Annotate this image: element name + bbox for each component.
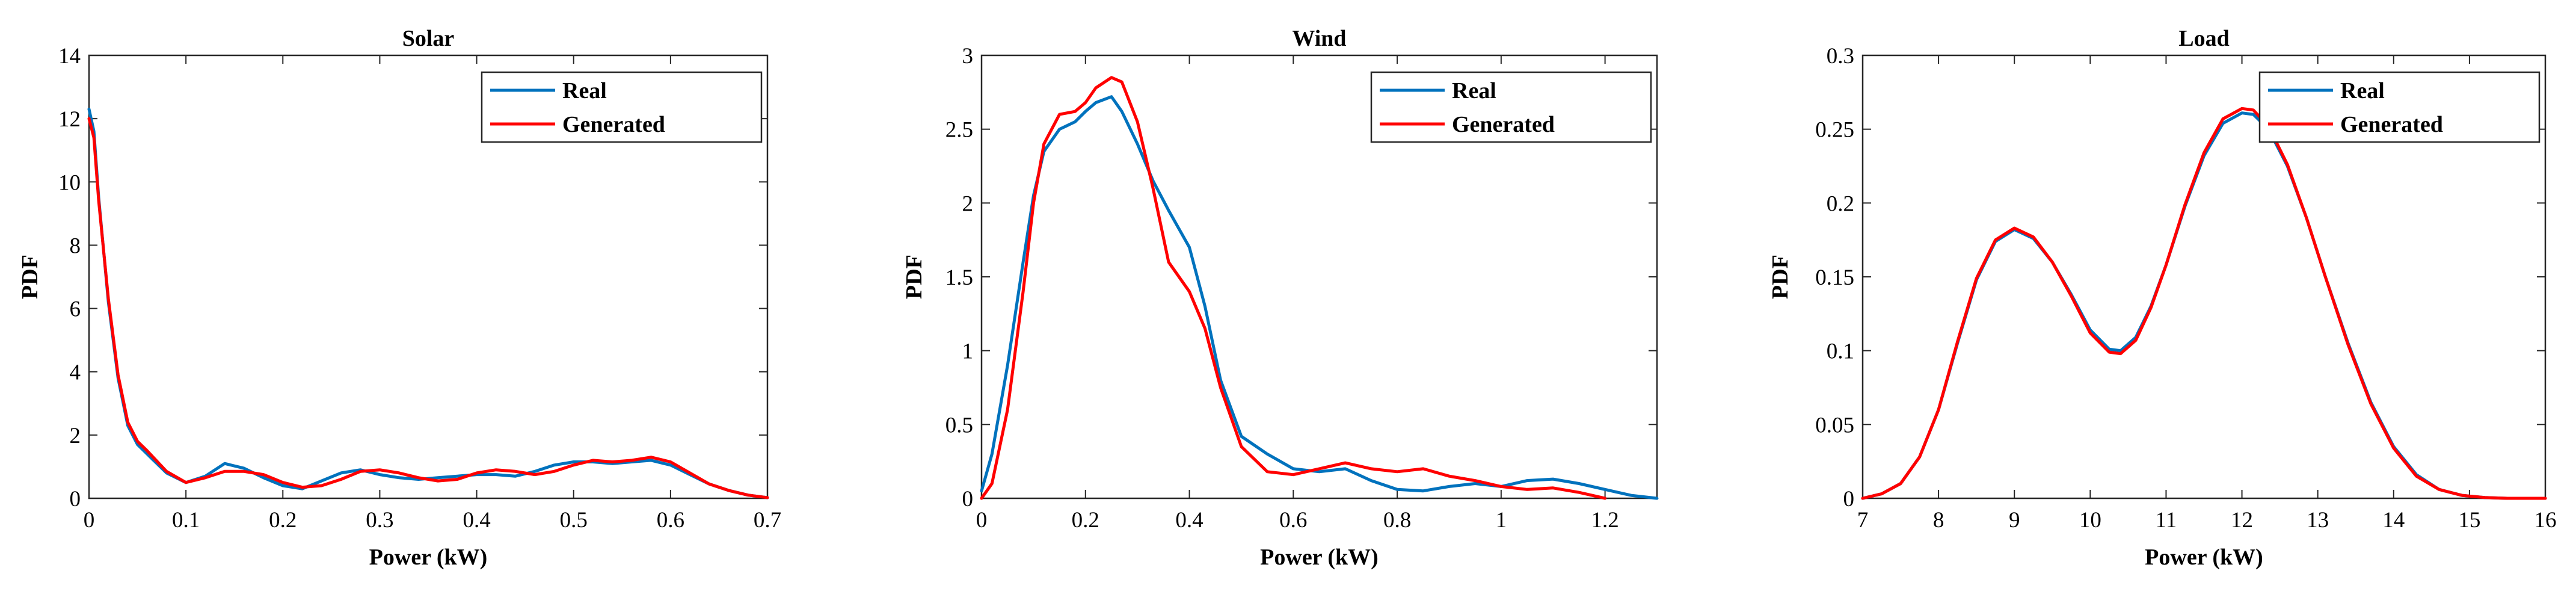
y-tick-label: 2 xyxy=(70,424,81,448)
y-tick-label: 0.2 xyxy=(1827,191,1854,216)
y-tick-label: 0.05 xyxy=(1815,413,1854,438)
x-tick-label: 0.4 xyxy=(463,508,490,533)
y-tick-label: 2 xyxy=(962,191,974,216)
x-tick-label: 15 xyxy=(2458,508,2480,533)
y-tick-label: 10 xyxy=(58,170,81,195)
x-tick-label: 1.2 xyxy=(1591,508,1618,533)
chart-panel-load: Load 7 8 9 10 11 12 13 14 15 16 0 0.05 0.1 0.15 0.2 0.25… xyxy=(1768,26,2557,570)
x-tick-label: 0.3 xyxy=(366,508,393,533)
chart-panel-solar: Solar 0 0.1 0.2 0.3 0.4 0.5 0.6 0.7 0 2 4 6 8 10 12 14 Po… xyxy=(17,26,781,570)
x-tick-label: 14 xyxy=(2382,508,2405,533)
x-tick-label: 7 xyxy=(1857,508,1869,533)
x-tick-label: 9 xyxy=(2009,508,2020,533)
legend-label-real: Real xyxy=(1452,78,1496,104)
y-tick-label: 1 xyxy=(962,339,974,364)
y-tick-label: 4 xyxy=(70,360,81,385)
x-tick-label: 16 xyxy=(2535,508,2557,533)
legend-box xyxy=(1370,71,1652,143)
x-tick-label: 0.7 xyxy=(754,508,781,533)
x-axis-label: Power (kW) xyxy=(1260,545,1379,570)
legend-label-real: Real xyxy=(2340,78,2385,104)
x-tick-label: 0.2 xyxy=(269,508,297,533)
x-tick-label: 0.1 xyxy=(172,508,200,533)
legend: Real Generated xyxy=(2258,71,2541,143)
series-line-generated xyxy=(1861,107,2547,500)
y-tick-label: 0.3 xyxy=(1827,44,1854,69)
chart-title: Solar xyxy=(402,26,455,51)
y-tick-label: 3 xyxy=(962,44,974,69)
x-tick-label: 0 xyxy=(976,508,988,533)
legend-label-generated: Generated xyxy=(2340,112,2443,137)
y-tick-label: 0 xyxy=(70,487,81,512)
x-tick-label: 12 xyxy=(2231,508,2253,533)
y-tick-label: 0.25 xyxy=(1815,118,1854,143)
legend: Real Generated xyxy=(1370,71,1652,143)
y-tick-label: 14 xyxy=(58,44,81,69)
y-tick-label: 6 xyxy=(70,297,81,322)
x-tick-label: 1 xyxy=(1496,508,1507,533)
x-tick-label: 0.5 xyxy=(560,508,588,533)
legend-box xyxy=(481,71,763,143)
x-tick-label: 0.4 xyxy=(1175,508,1203,533)
x-tick-label: 13 xyxy=(2307,508,2329,533)
chart-panel-wind: Wind 0 0.2 0.4 0.6 0.8 1 1.2 0 0.5 1 1.5 2 2.5 3 Power … xyxy=(902,26,1659,570)
series-line-real xyxy=(980,95,1659,500)
y-tick-label: 12 xyxy=(58,107,81,132)
series-line-generated xyxy=(87,117,769,500)
legend-label-real: Real xyxy=(562,78,607,104)
x-tick-label: 0.2 xyxy=(1072,508,1099,533)
y-tick-label: 0.5 xyxy=(945,413,973,438)
legend-label-generated: Generated xyxy=(1452,112,1555,137)
x-tick-label: 10 xyxy=(2079,508,2101,533)
x-tick-label: 0.6 xyxy=(657,508,684,533)
x-tick-label: 0.6 xyxy=(1279,508,1307,533)
x-tick-label: 11 xyxy=(2156,508,2177,533)
y-axis-label: PDF xyxy=(17,255,43,299)
y-tick-label: 8 xyxy=(70,234,81,258)
series-line-generated xyxy=(980,76,1607,500)
x-tick-label: 8 xyxy=(1933,508,1944,533)
y-tick-label: 0.1 xyxy=(1827,339,1854,364)
y-tick-label: 0 xyxy=(962,487,974,512)
y-tick-label: 1.5 xyxy=(945,265,973,290)
legend-label-generated: Generated xyxy=(562,112,665,137)
series-line-real xyxy=(87,107,769,500)
y-axis-label: PDF xyxy=(1768,255,1793,299)
x-axis-label: Power (kW) xyxy=(2145,545,2263,570)
y-tick-label: 0.15 xyxy=(1815,265,1854,290)
legend-box xyxy=(2258,71,2541,143)
x-tick-label: 0 xyxy=(84,508,95,533)
x-axis-label: Power (kW) xyxy=(369,545,488,570)
y-tick-label: 2.5 xyxy=(945,118,973,143)
chart-title: Load xyxy=(2178,26,2229,51)
x-tick-label: 0.8 xyxy=(1383,508,1411,533)
y-axis-label: PDF xyxy=(902,255,927,299)
legend: Real Generated xyxy=(481,71,763,143)
chart-title: Wind xyxy=(1292,26,1346,51)
y-tick-label: 0 xyxy=(1843,487,1855,512)
